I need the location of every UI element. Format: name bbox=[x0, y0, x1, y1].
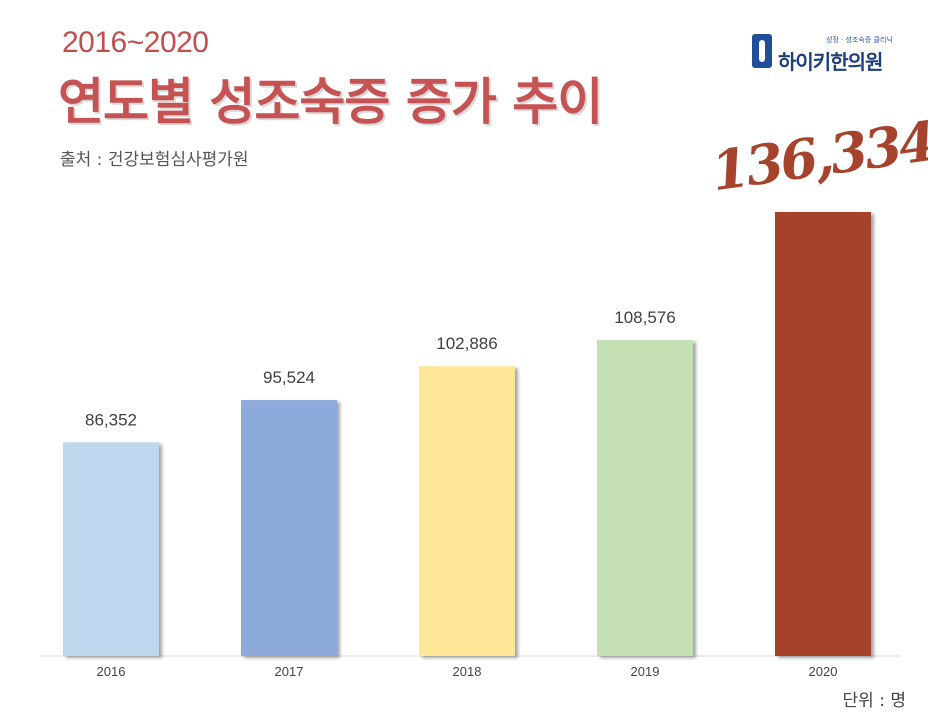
data-label-2016: 86,352 bbox=[85, 410, 137, 429]
logo-icon bbox=[752, 34, 772, 68]
chart-title: 연도별 성조숙증 증가 추이 bbox=[58, 73, 603, 131]
tick-label-2016: 2016 bbox=[97, 664, 126, 679]
bar-2018 bbox=[419, 366, 515, 656]
clinic-logo: 성장 · 성조숙증 클리닉 하이키한의원 bbox=[752, 32, 902, 74]
bar-2016 bbox=[63, 442, 159, 656]
data-label-2020: 136,334 bbox=[707, 109, 928, 204]
tick-label-2019: 2019 bbox=[631, 664, 660, 679]
data-label-2018: 102,886 bbox=[436, 334, 497, 353]
logo-name: 하이키한의원 bbox=[778, 50, 883, 74]
tick-label-2018: 2018 bbox=[453, 664, 482, 679]
bar-2020 bbox=[775, 212, 871, 656]
tick-label-2017: 2017 bbox=[275, 664, 304, 679]
bar-2019 bbox=[597, 339, 693, 656]
bar-2017 bbox=[241, 400, 337, 656]
data-label-2019: 108,576 bbox=[614, 308, 675, 327]
logo-tagline: 성장 · 성조숙증 클리닉 bbox=[826, 36, 893, 44]
unit-label: 단위 : 명 bbox=[842, 691, 906, 711]
data-label-2017: 95,524 bbox=[263, 368, 315, 387]
chart-source: 출처 : 건강보험심사평가원 bbox=[60, 150, 249, 170]
chart-subtitle: 2016~2020 bbox=[62, 26, 209, 59]
tick-label-2020: 2020 bbox=[809, 664, 838, 679]
